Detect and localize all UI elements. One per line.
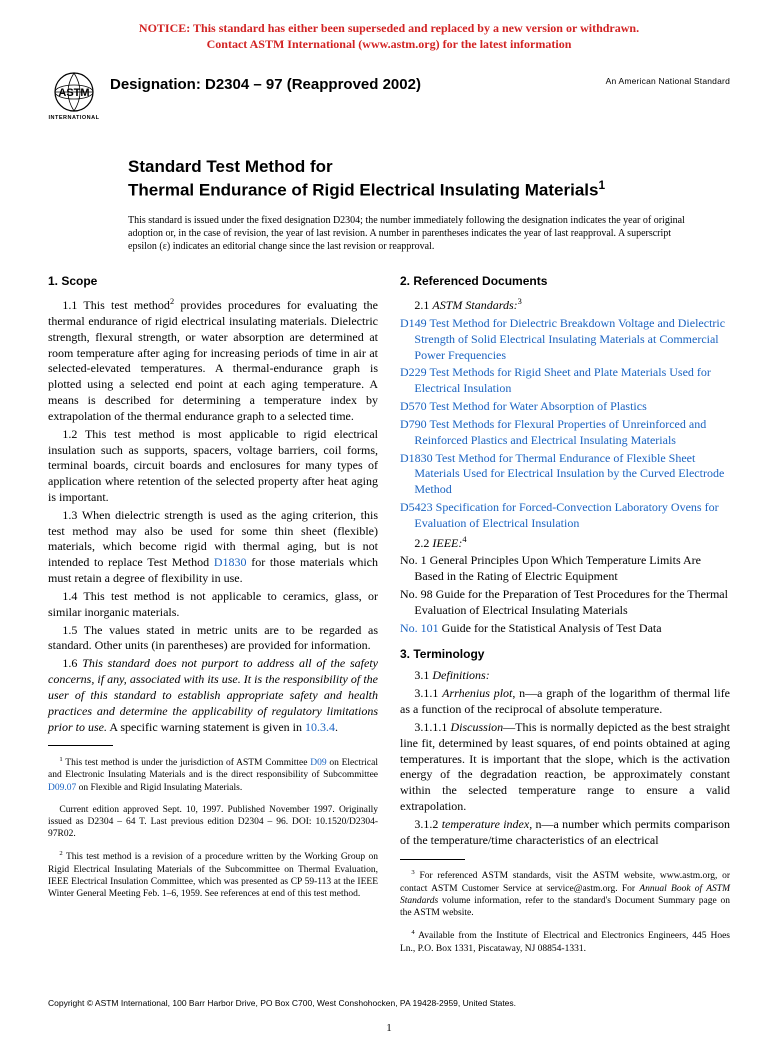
- header-row: ASTM INTERNATIONAL Designation: D2304 – …: [48, 70, 730, 122]
- ref-ieee-1: No. 1 General Principles Upon Which Temp…: [400, 553, 730, 585]
- ref-d1830[interactable]: D1830 Test Method for Thermal Endurance …: [400, 451, 730, 498]
- body-columns: 1. Scope 1.1 This test method2 provides …: [48, 271, 730, 964]
- para-3-1-1: 3.1.1 Arrhenius plot, n—a graph of the l…: [400, 686, 730, 718]
- para-3-1-2: 3.1.2 temperature index, n—a number whic…: [400, 817, 730, 849]
- footnote-rule-left: [48, 745, 113, 746]
- footnote-rule-right: [400, 859, 465, 860]
- definitions-head: 3.1 Definitions:: [400, 668, 730, 684]
- copyright-line: Copyright © ASTM International, 100 Barr…: [48, 998, 730, 1008]
- para-1-2: 1.2 This test method is most applicable …: [48, 427, 378, 506]
- footnote-1b: Current edition approved Sept. 10, 1997.…: [48, 804, 378, 841]
- title-footnote-sup: 1: [598, 178, 605, 192]
- footnote-1: 1 This test method is under the jurisdic…: [48, 756, 378, 794]
- ref-d229[interactable]: D229 Test Methods for Rigid Sheet and Pl…: [400, 365, 730, 397]
- notice-line1: NOTICE: This standard has either been su…: [139, 21, 639, 35]
- ref-d5423[interactable]: D5423 Specification for Forced-Convectio…: [400, 500, 730, 532]
- para-1-1: 1.1 This test method2 provides procedure…: [48, 296, 378, 425]
- section-3-head: 3. Terminology: [400, 647, 730, 663]
- page: NOTICE: This standard has either been su…: [0, 0, 778, 1064]
- link-d1830[interactable]: D1830: [214, 555, 247, 569]
- supersession-notice: NOTICE: This standard has either been su…: [48, 20, 730, 52]
- document-title: Standard Test Method for Thermal Enduran…: [128, 156, 730, 202]
- link-10-3-4[interactable]: 10.3.4: [305, 720, 335, 734]
- section-2-head: 2. Referenced Documents: [400, 274, 730, 290]
- para-1-5: 1.5 The values stated in metric units ar…: [48, 623, 378, 655]
- section-1-head: 1. Scope: [48, 274, 378, 290]
- ref-d570[interactable]: D570 Test Method for Water Absorption of…: [400, 399, 730, 415]
- ref-ieee-101[interactable]: No. 101 Guide for the Statistical Analys…: [400, 621, 730, 637]
- logo-block: ASTM INTERNATIONAL Designation: D2304 – …: [48, 70, 421, 122]
- ref-d790[interactable]: D790 Test Methods for Flexural Propertie…: [400, 417, 730, 449]
- footnote-3: 3 For referenced ASTM standards, visit t…: [400, 869, 730, 920]
- astm-standards-head: 2.1 ASTM Standards:3: [400, 296, 730, 314]
- title-line1: Standard Test Method for: [128, 157, 333, 176]
- footnote-4: 4 Available from the Institute of Electr…: [400, 929, 730, 955]
- para-1-4: 1.4 This test method is not applicable t…: [48, 589, 378, 621]
- title-block: Standard Test Method for Thermal Enduran…: [128, 156, 730, 202]
- left-column: 1. Scope 1.1 This test method2 provides …: [48, 271, 378, 964]
- title-line2: Thermal Endurance of Rigid Electrical In…: [128, 181, 598, 200]
- ieee-head: 2.2 IEEE:4: [400, 534, 730, 552]
- issuance-note: This standard is issued under the fixed …: [128, 214, 688, 253]
- page-number: 1: [48, 1022, 730, 1034]
- american-national-standard-label: An American National Standard: [606, 76, 730, 86]
- para-1-3: 1.3 When dielectric strength is used as …: [48, 508, 378, 587]
- notice-line2: Contact ASTM International (www.astm.org…: [207, 37, 572, 51]
- svg-text:INTERNATIONAL: INTERNATIONAL: [48, 115, 99, 121]
- ref-d149[interactable]: D149 Test Method for Dielectric Breakdow…: [400, 316, 730, 363]
- link-d09-07[interactable]: D09.07: [48, 783, 76, 793]
- right-column: 2. Referenced Documents 2.1 ASTM Standar…: [400, 271, 730, 964]
- ref-ieee-98: No. 98 Guide for the Preparation of Test…: [400, 587, 730, 619]
- svg-text:ASTM: ASTM: [58, 87, 89, 99]
- link-d09[interactable]: D09: [310, 758, 326, 768]
- footnote-2: 2 This test method is a revision of a pr…: [48, 850, 378, 901]
- para-1-6: 1.6 This standard does not purport to ad…: [48, 656, 378, 735]
- astm-logo-icon: ASTM INTERNATIONAL: [48, 70, 100, 122]
- para-3-1-1-1: 3.1.1.1 Discussion—This is normally depi…: [400, 720, 730, 815]
- designation-label: Designation: D2304 – 97 (Reapproved 2002…: [110, 76, 421, 93]
